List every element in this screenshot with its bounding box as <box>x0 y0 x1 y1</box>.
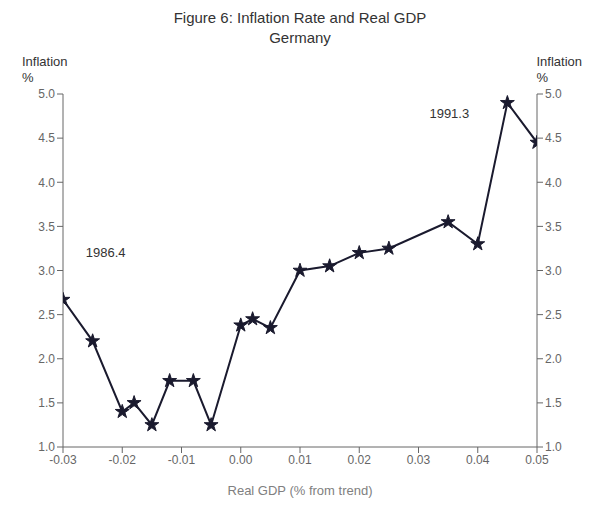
svg-text:4.5: 4.5 <box>38 131 55 145</box>
svg-text:0.04: 0.04 <box>466 453 490 467</box>
svg-text:1.5: 1.5 <box>545 396 562 410</box>
svg-text:1986.4: 1986.4 <box>86 245 126 260</box>
svg-text:0.05: 0.05 <box>525 453 549 467</box>
svg-text:3.5: 3.5 <box>38 220 55 234</box>
svg-text:4.0: 4.0 <box>545 176 562 190</box>
svg-text:0.01: 0.01 <box>288 453 312 467</box>
svg-text:3.0: 3.0 <box>545 264 562 278</box>
svg-text:-0.02: -0.02 <box>109 453 137 467</box>
svg-text:Real GDP (% from trend): Real GDP (% from trend) <box>228 483 373 498</box>
svg-text:0.00: 0.00 <box>229 453 253 467</box>
svg-text:2.5: 2.5 <box>38 308 55 322</box>
svg-text:4.0: 4.0 <box>38 176 55 190</box>
svg-text:-0.03: -0.03 <box>49 453 77 467</box>
svg-text:3.0: 3.0 <box>38 264 55 278</box>
svg-text:0.03: 0.03 <box>407 453 431 467</box>
svg-text:1991.3: 1991.3 <box>429 106 469 121</box>
svg-text:2.5: 2.5 <box>545 308 562 322</box>
html-text:Inflation: Inflation <box>22 54 68 69</box>
svg-text:-0.01: -0.01 <box>168 453 196 467</box>
svg-text:2.0: 2.0 <box>545 352 562 366</box>
html-text:Figure 6: Inflation Rate and R: Figure 6: Inflation Rate and Real GDP <box>173 9 427 26</box>
svg-text:2.0: 2.0 <box>38 352 55 366</box>
svg-text:5.0: 5.0 <box>38 87 55 101</box>
html-text:Germany: Germany <box>269 29 331 46</box>
svg-text:0.02: 0.02 <box>348 453 372 467</box>
svg-text:1.0: 1.0 <box>38 440 55 454</box>
svg-text:3.5: 3.5 <box>545 220 562 234</box>
svg-text:1.0: 1.0 <box>545 440 562 454</box>
svg-text:1.5: 1.5 <box>38 396 55 410</box>
svg-text:5.0: 5.0 <box>545 87 562 101</box>
html-text:Inflation: Inflation <box>536 54 582 69</box>
svg-text:4.5: 4.5 <box>545 131 562 145</box>
